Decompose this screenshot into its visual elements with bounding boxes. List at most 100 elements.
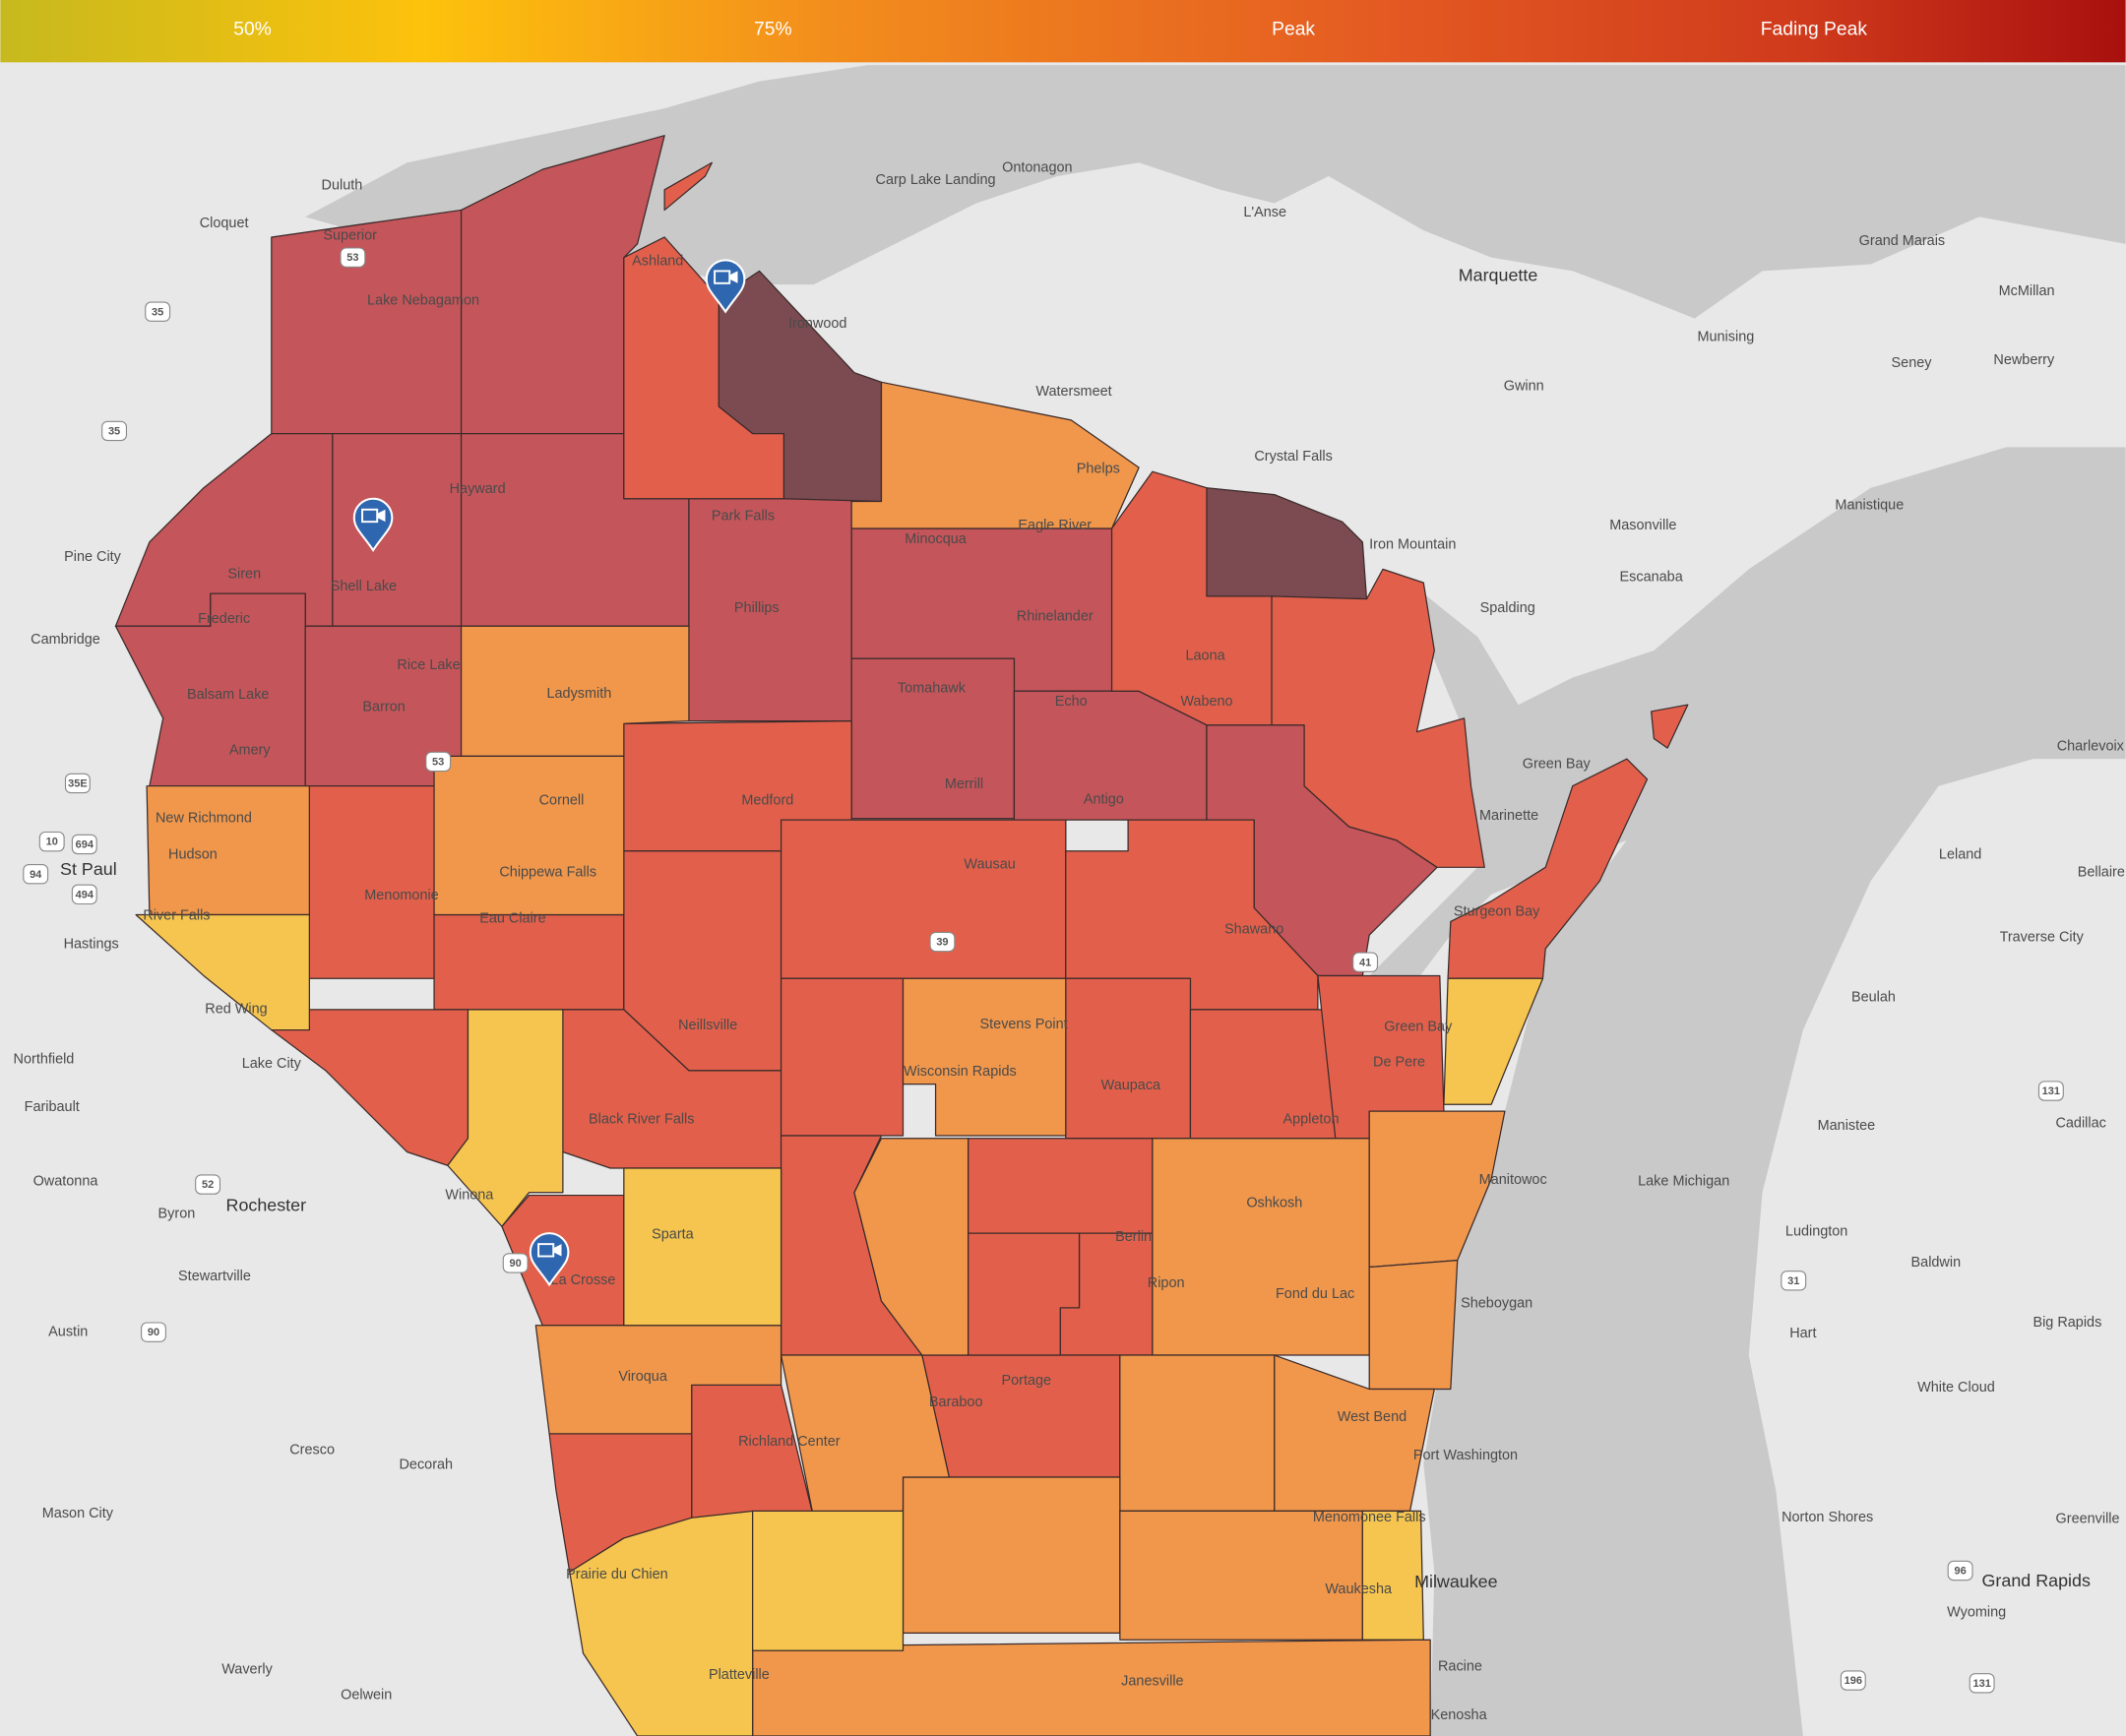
legend-label: 75%: [754, 19, 792, 39]
legend-bar: [0, 0, 2126, 63]
place-label: Manistique: [1835, 497, 1904, 513]
highway-shield: [64, 773, 91, 794]
place-label: Portage: [1002, 1373, 1052, 1389]
place-label: Phillips: [734, 600, 780, 616]
camera-pin[interactable]: [352, 497, 394, 552]
highway-label: 53: [432, 756, 444, 768]
place-label: Waukesha: [1325, 1581, 1393, 1597]
place-label: West Bend: [1338, 1409, 1407, 1425]
place-label: Masonville: [1609, 518, 1676, 533]
highway-shield: [195, 1174, 221, 1195]
place-label: Superior: [323, 227, 377, 243]
camera-pin[interactable]: [529, 1232, 570, 1287]
place-label: Kenosha: [1431, 1707, 1488, 1723]
place-label: Mason City: [42, 1506, 114, 1521]
place-label: Siren: [227, 567, 261, 583]
place-label: Echo: [1055, 694, 1088, 710]
place-label: Iron Mountain: [1369, 536, 1456, 552]
highway-label: 196: [1845, 1675, 1862, 1687]
counties-75: [146, 381, 1506, 1736]
place-label: Pine City: [64, 549, 122, 565]
place-label: Wausau: [964, 856, 1015, 872]
place-label: Menomonie: [364, 888, 438, 903]
place-label: Milwaukee: [1414, 1572, 1498, 1591]
place-label: Frederic: [198, 611, 250, 627]
place-label: Big Rapids: [2032, 1315, 2101, 1331]
highway-shield: [929, 931, 956, 953]
place-label: Viroqua: [618, 1369, 667, 1385]
place-label: Amery: [229, 743, 271, 759]
highway-label: 52: [202, 1179, 214, 1191]
place-label: Rhinelander: [1017, 608, 1094, 624]
place-label: River Falls: [143, 908, 210, 924]
place-label: McMillan: [1999, 283, 2055, 299]
place-label: Grand Rapids: [1982, 1571, 2091, 1590]
place-label: Oshkosh: [1246, 1196, 1302, 1211]
place-label: Waverly: [221, 1661, 273, 1677]
highway-label: 41: [1359, 957, 1371, 968]
counties-peak-dark: [114, 135, 1438, 977]
place-label: Baldwin: [1911, 1255, 1962, 1271]
place-label: Hayward: [450, 481, 506, 497]
place-label: Rochester: [226, 1195, 307, 1214]
place-label: Marinette: [1479, 808, 1538, 824]
place-label: Barron: [362, 700, 405, 715]
counties-fading: [718, 270, 1368, 600]
place-label: Watersmeet: [1035, 384, 1111, 400]
place-label: Owatonna: [33, 1174, 99, 1190]
place-label: Gwinn: [1504, 378, 1544, 394]
place-label: Lake City: [242, 1056, 302, 1072]
place-label: Bellaire: [2078, 865, 2125, 881]
place-label: Ludington: [1785, 1224, 1847, 1240]
place-label: Wabeno: [1180, 694, 1232, 710]
place-label: Neillsville: [678, 1018, 737, 1033]
highway-shield: [1781, 1271, 1807, 1291]
counties-50: [135, 913, 1544, 1736]
place-label: Appleton: [1283, 1111, 1340, 1127]
place-label: Rice Lake: [397, 657, 460, 673]
highway-label: 39: [936, 937, 948, 949]
place-label: Phelps: [1077, 461, 1120, 476]
place-label: Oelwein: [341, 1688, 392, 1704]
highway-shield: [38, 831, 65, 852]
place-label: Spalding: [1480, 600, 1535, 616]
place-label: Green Bay: [1523, 756, 1592, 772]
highway-shield: [1352, 952, 1379, 972]
place-label: Escanaba: [1620, 569, 1684, 585]
place-label: Beulah: [1851, 989, 1896, 1005]
place-label: Duluth: [322, 177, 363, 193]
highway-label: 90: [510, 1258, 522, 1270]
highway-label: 494: [76, 889, 94, 900]
place-label: Red Wing: [205, 1002, 267, 1018]
place-label: Hart: [1789, 1326, 1816, 1341]
highway-label: 53: [346, 252, 358, 264]
highway-shield: [71, 884, 97, 905]
highway-label: 131: [2042, 1085, 2060, 1097]
legend-label: Fading Peak: [1761, 19, 1868, 39]
place-label: Prairie du Chien: [566, 1567, 668, 1582]
camera-pin[interactable]: [705, 259, 746, 314]
highway-label: 35: [108, 425, 120, 437]
place-label: Sturgeon Bay: [1454, 904, 1540, 920]
place-label: Berlin: [1115, 1229, 1152, 1245]
place-label: Stevens Point: [980, 1017, 1068, 1032]
place-label: Lake Nebagamon: [367, 293, 479, 309]
highway-label: 35E: [68, 778, 88, 790]
highway-shield: [71, 834, 97, 855]
place-label: Grand Marais: [1859, 233, 1945, 249]
place-label: Norton Shores: [1782, 1510, 1873, 1525]
place-label: Munising: [1697, 330, 1754, 345]
highway-shield: [145, 301, 171, 322]
camera-pins: [352, 259, 746, 1287]
highway-shield: [502, 1253, 529, 1273]
highway-label: 96: [1954, 1566, 1966, 1578]
place-label: Green Bay: [1384, 1020, 1453, 1035]
place-label: Park Falls: [712, 508, 775, 524]
place-label: Austin: [48, 1324, 88, 1339]
highway-label: 90: [148, 1327, 159, 1338]
place-label: Racine: [1438, 1659, 1482, 1675]
place-label: Ladysmith: [546, 686, 611, 702]
place-label: Leland: [1939, 847, 1981, 863]
place-label: Waupaca: [1101, 1078, 1161, 1093]
place-label: Eau Claire: [479, 910, 545, 926]
